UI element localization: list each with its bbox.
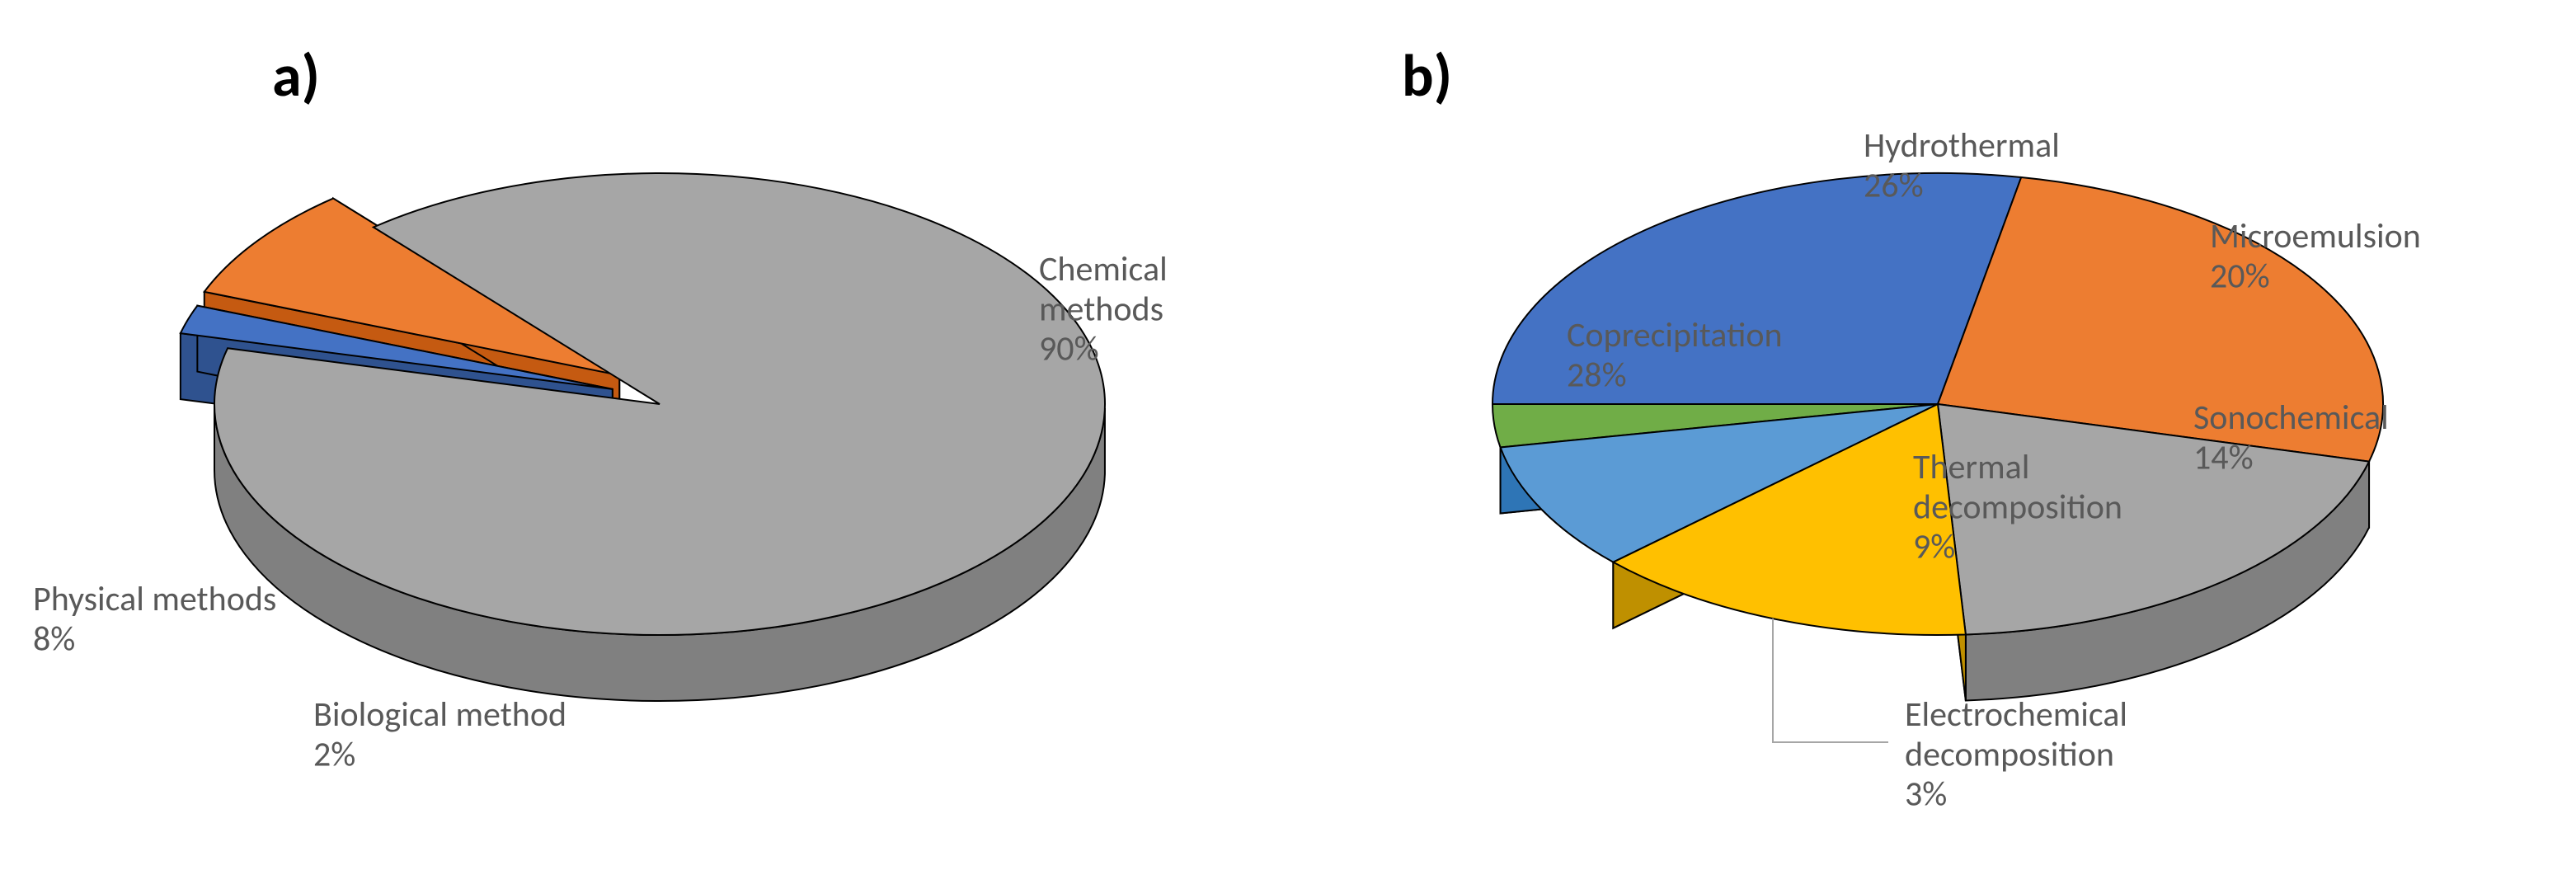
slice-label: 3%	[1905, 774, 1947, 816]
slice-label: 14%	[2193, 436, 2254, 478]
slice-label: Thermal	[1913, 446, 2029, 488]
slice-label: Sonochemical	[2193, 397, 2389, 439]
slice-label: Microemulsion	[2210, 215, 2421, 257]
slice-label: 28%	[1567, 354, 1627, 396]
slice-label: 20%	[2210, 255, 2270, 297]
slice-label: Hydrothermal	[1864, 125, 2060, 167]
figure-container: a) b) Chemicalmethods90%Physical methods…	[0, 0, 2576, 889]
slice-label: decomposition	[1913, 486, 2122, 528]
slice-label: decomposition	[1905, 733, 2114, 775]
slice-label: 9%	[1913, 526, 1955, 568]
pie-chart-b: Hydrothermal26% Microemulsion20% Sonochemi…	[0, 0, 2576, 889]
slice-label: Coprecipitation	[1567, 314, 1783, 356]
slice-label: Electrochemical	[1905, 694, 2127, 736]
leader-line	[1773, 619, 1888, 742]
slice-label: 26%	[1864, 164, 1924, 206]
